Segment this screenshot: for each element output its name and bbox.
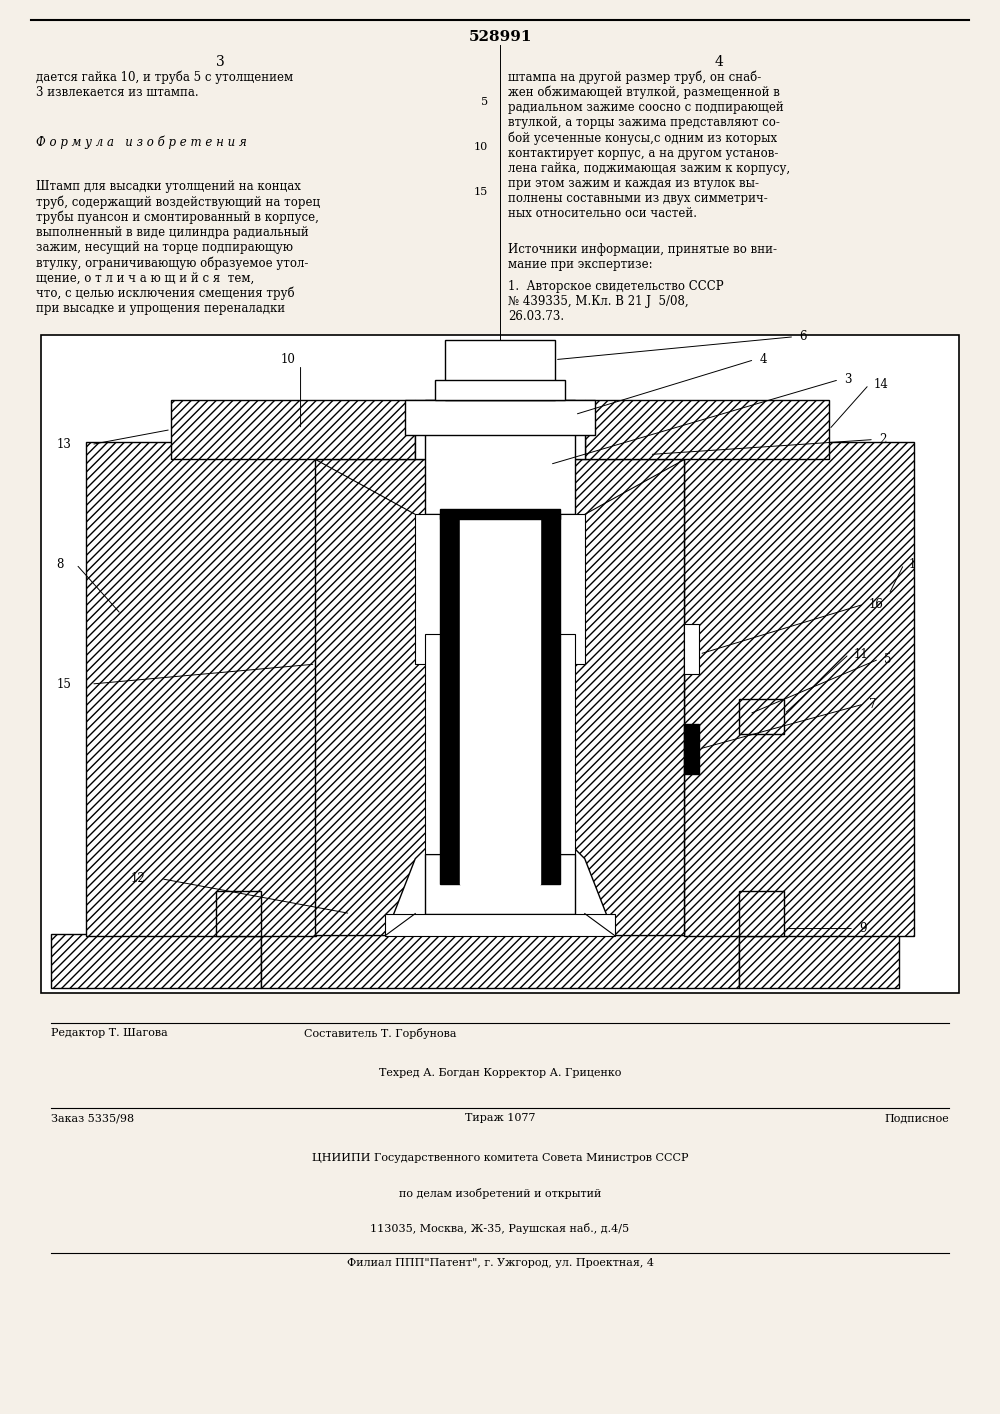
Text: 5: 5 — [884, 653, 891, 666]
Bar — [385, 913, 615, 936]
Text: 10: 10 — [474, 143, 488, 153]
Text: Техред А. Богдан Корректор А. Гриценко: Техред А. Богдан Корректор А. Гриценко — [379, 1069, 621, 1079]
Bar — [540, 515, 560, 884]
Text: 11: 11 — [854, 648, 869, 660]
Bar — [435, 379, 565, 400]
Text: 113035, Москва, Ж-35, Раушская наб., д.4/5: 113035, Москва, Ж-35, Раушская наб., д.4… — [370, 1223, 630, 1234]
Polygon shape — [560, 460, 684, 936]
Text: 1.  Авторское свидетельство СССР
№ 439335, М.Кл. В 21 J  5/08,
26.03.73.: 1. Авторское свидетельство СССР № 439335… — [508, 280, 724, 322]
Text: Филиал ППП"Патент", г. Ужгород, ул. Проектная, 4: Филиал ППП"Патент", г. Ужгород, ул. Прое… — [347, 1258, 654, 1268]
Text: Тираж 1077: Тираж 1077 — [465, 1113, 535, 1123]
Text: Источники информации, принятые во вни-
мание при экспертизе:: Источники информации, принятые во вни- м… — [508, 243, 777, 271]
Bar — [41, 335, 959, 994]
Text: ЦНИИПИ Государственного комитета Совета Министров СССР: ЦНИИПИ Государственного комитета Совета … — [312, 1154, 688, 1164]
Bar — [440, 509, 560, 519]
Polygon shape — [316, 460, 440, 936]
Text: 4: 4 — [715, 55, 724, 69]
Bar — [216, 891, 261, 936]
Bar — [415, 515, 585, 665]
Bar — [739, 891, 784, 936]
Text: 15: 15 — [474, 187, 488, 197]
Bar — [445, 339, 555, 400]
Text: Подписное: Подписное — [884, 1113, 949, 1123]
Text: Заказ 5335/98: Заказ 5335/98 — [51, 1113, 134, 1123]
Text: 10: 10 — [281, 354, 295, 366]
Text: дается гайка 10, и труба 5 с утолщением
3 извлекается из штампа.: дается гайка 10, и труба 5 с утолщением … — [36, 71, 293, 99]
Text: Составитель Т. Горбунова: Составитель Т. Горбунова — [304, 1028, 457, 1039]
Bar — [460, 515, 540, 884]
Text: 5: 5 — [481, 98, 488, 107]
Bar — [405, 400, 595, 434]
Text: Редактор Т. Шагова: Редактор Т. Шагова — [51, 1028, 168, 1038]
Text: штампа на другой размер труб, он снаб-
жен обжимающей втулкой, размещенной в
рад: штампа на другой размер труб, он снаб- ж… — [508, 71, 790, 221]
Bar — [415, 400, 455, 460]
Bar — [86, 441, 316, 936]
Text: 3: 3 — [844, 373, 852, 386]
Bar — [684, 724, 699, 773]
Text: 3: 3 — [216, 55, 225, 69]
Text: 2: 2 — [879, 433, 886, 445]
Bar — [261, 933, 739, 988]
Text: 6: 6 — [799, 331, 807, 344]
Bar — [739, 933, 899, 988]
Text: Штамп для высадки утолщений на концах
труб, содержащий воздействующий на торец
т: Штамп для высадки утолщений на концах тр… — [36, 180, 320, 315]
Text: 16: 16 — [869, 598, 884, 611]
Bar — [545, 400, 585, 460]
Text: 15: 15 — [56, 677, 71, 690]
Text: 13: 13 — [56, 438, 71, 451]
Bar — [425, 633, 575, 854]
Bar — [739, 699, 784, 734]
Text: 4: 4 — [759, 354, 767, 366]
Text: 12: 12 — [131, 872, 146, 885]
Bar — [684, 624, 699, 674]
Bar — [440, 515, 460, 884]
Text: 1: 1 — [909, 557, 916, 571]
Text: по делам изобретений и открытий: по делам изобретений и открытий — [399, 1188, 601, 1199]
Bar — [425, 854, 575, 913]
Text: 8: 8 — [56, 557, 64, 571]
Bar — [51, 933, 261, 988]
Text: 7: 7 — [869, 697, 876, 710]
Text: 528991: 528991 — [468, 30, 532, 44]
Text: 9: 9 — [859, 922, 866, 935]
Text: 14: 14 — [874, 378, 889, 392]
Bar — [171, 400, 415, 460]
Bar — [585, 400, 829, 460]
Bar — [684, 441, 914, 936]
Text: Ф о р м у л а   и з о б р е т е н и я: Ф о р м у л а и з о б р е т е н и я — [36, 136, 247, 148]
Bar — [425, 400, 575, 515]
